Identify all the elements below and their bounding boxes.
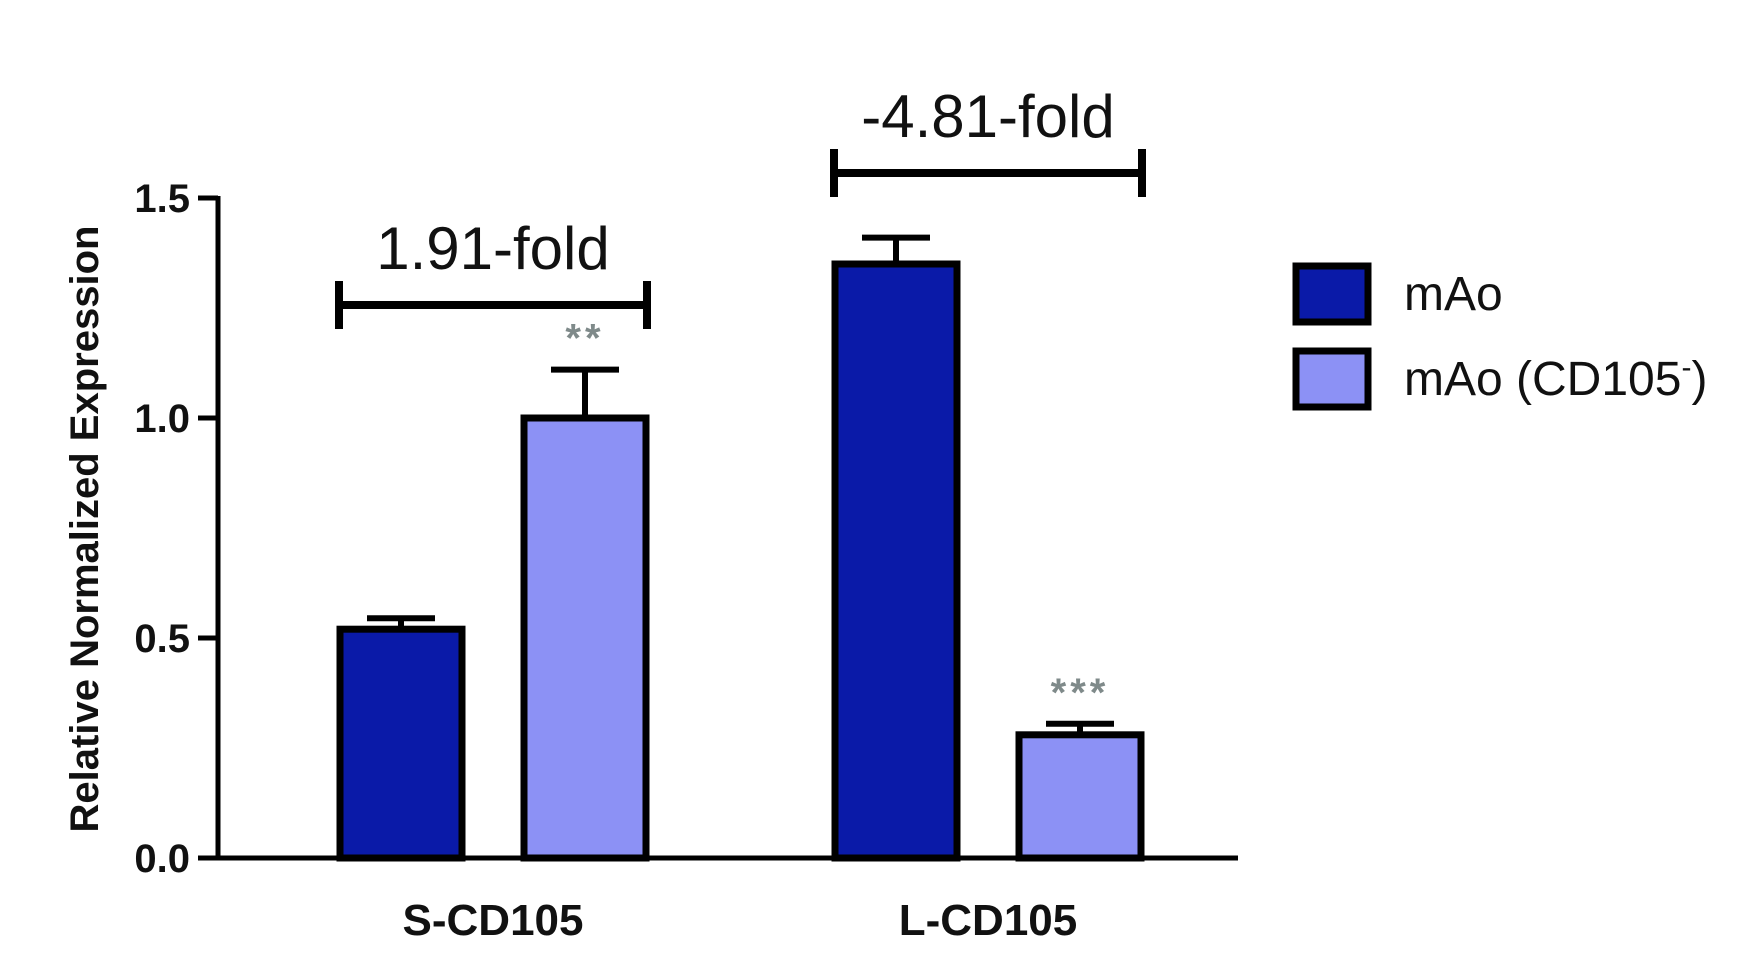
bars xyxy=(336,234,1145,862)
y-tick-label: 0.5 xyxy=(134,617,190,661)
x-axis: S-CD105 L-CD105 xyxy=(216,855,1238,945)
legend-label: mAo xyxy=(1404,268,1503,321)
legend-label: mAo (CD105-) xyxy=(1404,351,1707,406)
x-tick-label: L-CD105 xyxy=(899,896,1078,945)
fold-change-label: -4.81-fold xyxy=(861,83,1114,150)
significance-marker: *** xyxy=(1051,671,1110,715)
fold-change-label: 1.91-fold xyxy=(376,215,610,282)
y-axis: 0.0 0.5 1.0 1.5 xyxy=(134,177,221,881)
bar xyxy=(336,625,466,862)
y-tick-label: 0.0 xyxy=(134,837,190,881)
bar xyxy=(520,414,650,862)
y-tick-label: 1.0 xyxy=(134,397,190,441)
significance-marker: ** xyxy=(565,317,604,361)
bar xyxy=(1015,731,1145,862)
x-tick-label: S-CD105 xyxy=(403,896,584,945)
annotations: *****1.91-fold-4.81-fold xyxy=(335,83,1146,715)
legend: mAo mAo (CD105-) xyxy=(1292,262,1707,411)
y-tick-label: 1.5 xyxy=(134,177,190,221)
bar xyxy=(831,260,961,862)
legend-swatch xyxy=(1292,347,1372,411)
y-axis-label: Relative Normalized Expression xyxy=(63,226,107,833)
legend-swatch xyxy=(1292,262,1372,326)
